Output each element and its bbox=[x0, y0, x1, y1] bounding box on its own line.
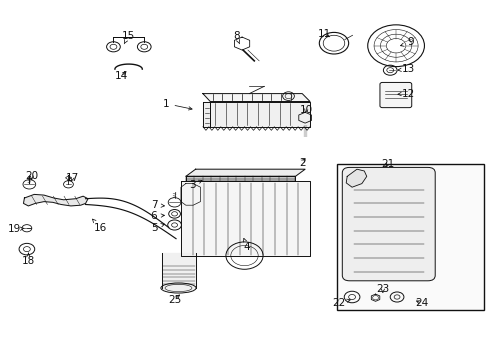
Text: 4: 4 bbox=[243, 238, 250, 252]
Text: 10: 10 bbox=[299, 105, 312, 115]
Text: 9: 9 bbox=[400, 37, 413, 48]
Text: 3: 3 bbox=[188, 180, 202, 190]
Text: 20: 20 bbox=[25, 171, 38, 181]
Polygon shape bbox=[185, 169, 305, 176]
Polygon shape bbox=[162, 253, 195, 288]
Text: 18: 18 bbox=[21, 253, 35, 266]
Text: 12: 12 bbox=[397, 89, 414, 99]
Text: 6: 6 bbox=[150, 211, 164, 221]
Text: 24: 24 bbox=[414, 298, 427, 308]
Text: 22: 22 bbox=[332, 298, 349, 308]
Text: 16: 16 bbox=[92, 219, 107, 233]
Text: 15: 15 bbox=[121, 31, 135, 44]
Polygon shape bbox=[346, 169, 366, 187]
Text: 2: 2 bbox=[298, 158, 305, 168]
Text: 14: 14 bbox=[114, 71, 128, 81]
Text: 7: 7 bbox=[151, 200, 164, 210]
Ellipse shape bbox=[161, 283, 196, 293]
Text: 21: 21 bbox=[380, 159, 394, 169]
Polygon shape bbox=[203, 102, 210, 127]
Polygon shape bbox=[185, 176, 295, 181]
Polygon shape bbox=[203, 94, 309, 102]
Polygon shape bbox=[210, 102, 309, 127]
Text: 13: 13 bbox=[397, 64, 414, 74]
Text: 8: 8 bbox=[232, 31, 239, 44]
FancyBboxPatch shape bbox=[379, 82, 411, 108]
Polygon shape bbox=[181, 181, 309, 256]
Text: 17: 17 bbox=[65, 173, 79, 183]
Bar bbox=[337, 164, 483, 310]
FancyBboxPatch shape bbox=[342, 167, 434, 281]
Text: 11: 11 bbox=[317, 29, 330, 39]
Text: 25: 25 bbox=[168, 294, 182, 305]
Polygon shape bbox=[23, 194, 88, 206]
Text: 19: 19 bbox=[8, 224, 24, 234]
Text: 23: 23 bbox=[375, 284, 389, 294]
Text: 1: 1 bbox=[163, 99, 192, 110]
Text: 5: 5 bbox=[150, 222, 164, 233]
